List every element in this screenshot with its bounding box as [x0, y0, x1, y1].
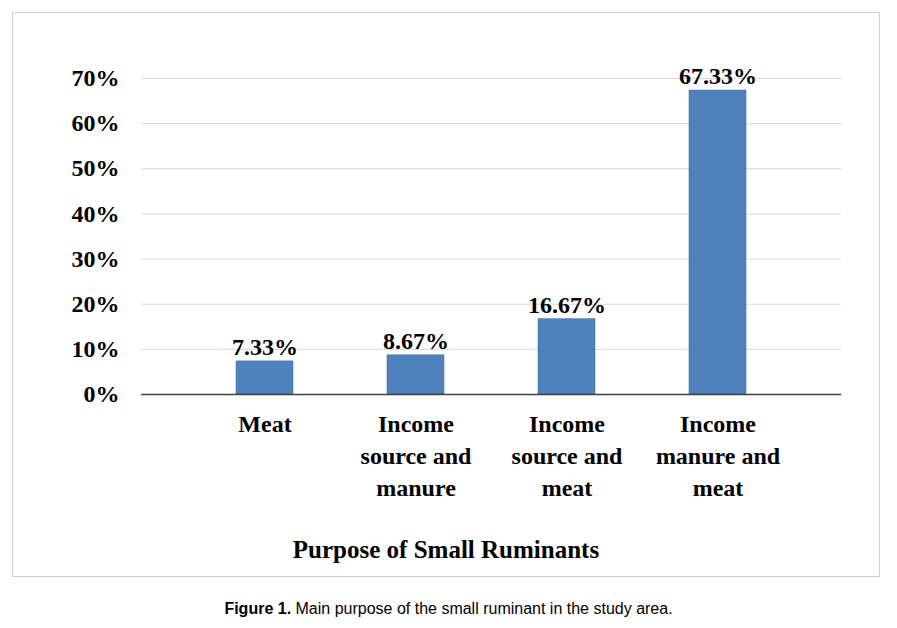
- svg-text:Meat: Meat: [238, 411, 291, 437]
- svg-text:0%: 0%: [84, 381, 120, 407]
- svg-text:Incomesource andmeat: Incomesource andmeat: [512, 411, 624, 502]
- svg-text:7.33%: 7.33%: [232, 334, 298, 360]
- svg-text:30%: 30%: [72, 246, 120, 272]
- svg-text:Incomemanure andmeat: Incomemanure andmeat: [656, 411, 781, 502]
- svg-text:70%: 70%: [72, 65, 120, 91]
- svg-text:10%: 10%: [72, 336, 120, 362]
- svg-text:8.67%: 8.67%: [383, 328, 449, 354]
- html-text:Figure 1. Main purpose of the: Figure 1. Main purpose of the small rumi…: [224, 600, 673, 617]
- svg-text:16.67%: 16.67%: [528, 292, 606, 318]
- svg-text:40%: 40%: [72, 201, 120, 227]
- svg-text:20%: 20%: [72, 291, 120, 317]
- html-text:Purpose of Small Ruminants: Purpose of Small Ruminants: [292, 536, 600, 563]
- svg-text:60%: 60%: [72, 110, 120, 136]
- svg-text:50%: 50%: [72, 155, 120, 181]
- svg-text:Incomesource andmanure: Incomesource andmanure: [361, 411, 473, 502]
- svg-text:67.33%: 67.33%: [679, 63, 757, 89]
